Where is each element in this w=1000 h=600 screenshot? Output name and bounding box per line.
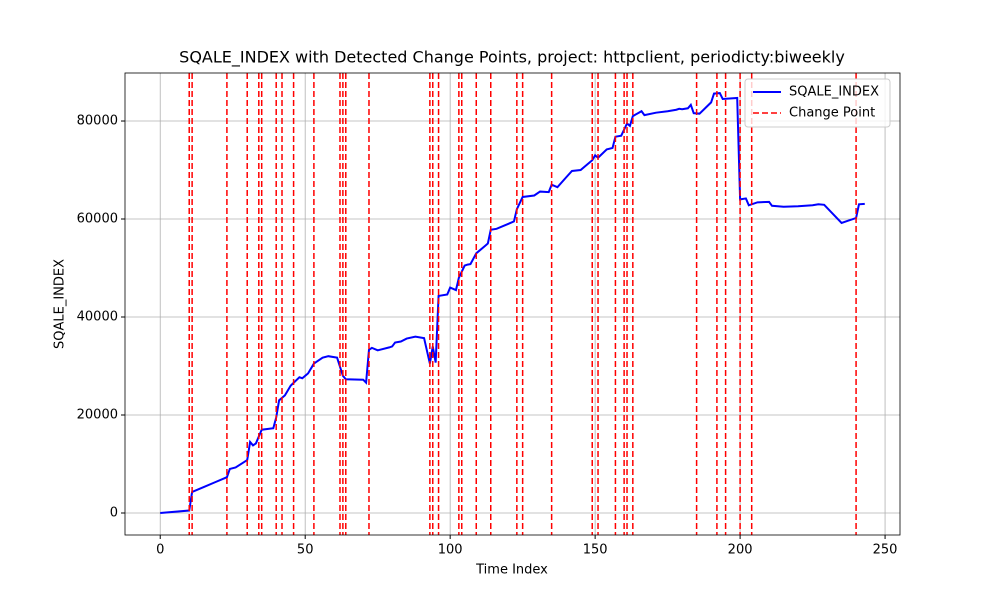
y-tick-label: 80000 <box>77 114 118 129</box>
y-tick-label: 60000 <box>77 212 118 227</box>
x-tick-label: 150 <box>583 543 608 558</box>
x-axis-label: Time Index <box>475 563 548 578</box>
legend-box <box>744 78 891 128</box>
y-axis-label: SQALE_INDEX <box>53 259 68 349</box>
legend-label: Change Point <box>789 106 875 121</box>
legend-label: SQALE_INDEX <box>789 85 879 100</box>
x-tick-label: 200 <box>728 543 753 558</box>
y-tick-label: 0 <box>110 506 118 521</box>
chart-title: SQALE_INDEX with Detected Change Points,… <box>179 48 845 68</box>
y-tick-label: 40000 <box>77 310 118 325</box>
x-tick-label: 0 <box>156 543 164 558</box>
x-tick-label: 250 <box>873 543 898 558</box>
x-tick-label: 100 <box>438 543 463 558</box>
data-line <box>160 92 865 514</box>
x-tick-label: 50 <box>297 543 314 558</box>
y-tick-label: 20000 <box>77 408 118 423</box>
axes-frame <box>124 72 901 536</box>
